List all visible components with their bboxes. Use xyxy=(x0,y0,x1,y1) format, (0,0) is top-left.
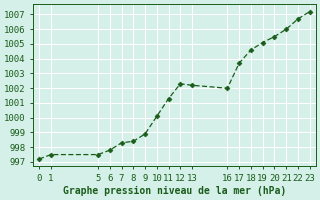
X-axis label: Graphe pression niveau de la mer (hPa): Graphe pression niveau de la mer (hPa) xyxy=(63,186,286,196)
